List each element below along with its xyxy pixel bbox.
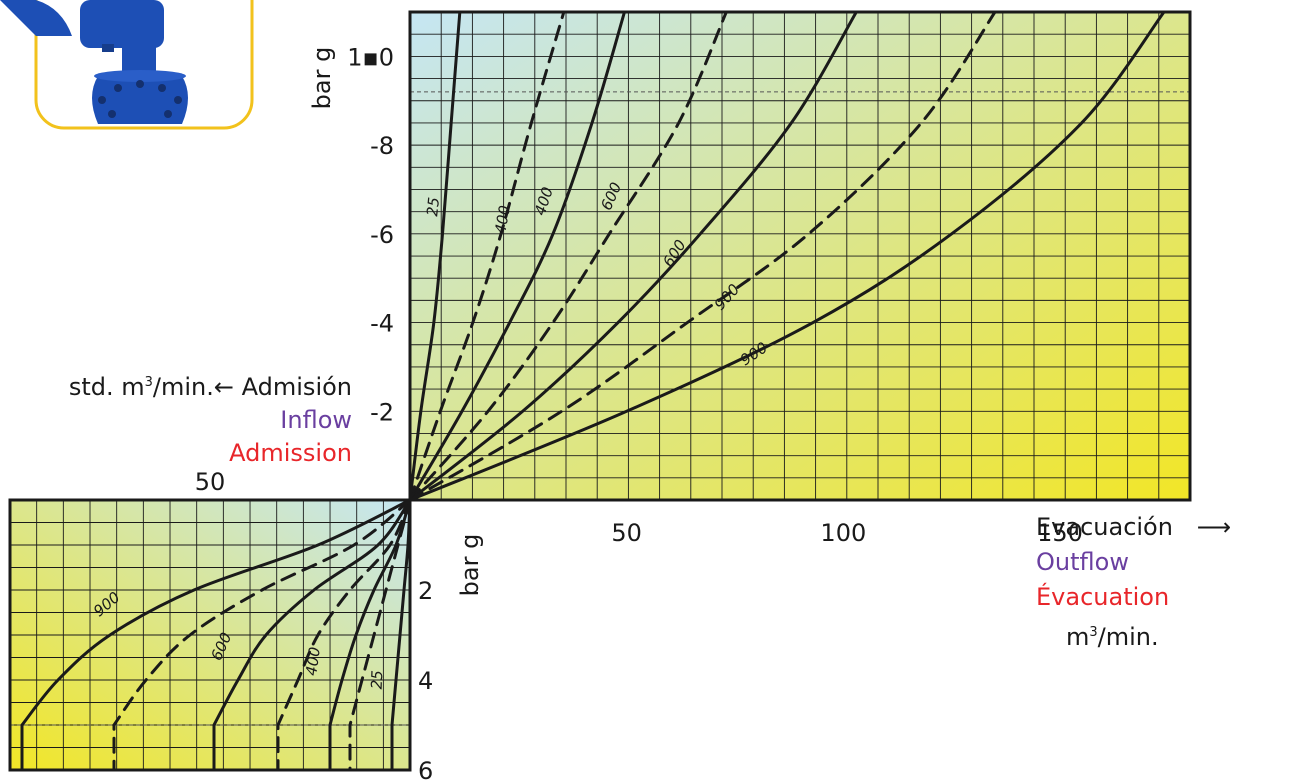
outflow-unit-suffix: /min. bbox=[1097, 623, 1159, 651]
outflow-label-es: Evacuación bbox=[1036, 513, 1173, 541]
curve-label: 400 bbox=[302, 646, 324, 677]
inflow-unit-suffix: /min. bbox=[152, 373, 214, 401]
evacuation-panel-frame bbox=[408, 10, 1192, 502]
y-tick-label: -8 bbox=[370, 132, 394, 160]
x-tick-label: 100 bbox=[820, 519, 866, 547]
outflow-unit-prefix: m bbox=[1066, 623, 1090, 651]
curve-400-dashed bbox=[348, 500, 410, 770]
y-tick-label: 2 bbox=[418, 577, 433, 605]
outflow-label-fr: Évacuation bbox=[1036, 583, 1170, 611]
inflow-unit-prefix: std. m bbox=[68, 373, 145, 401]
inflow-caption: std. m3/min.← Admisión Inflow Admission bbox=[0, 366, 352, 470]
outflow-label-line: Evacuación ⟶ bbox=[1036, 510, 1236, 545]
inflow-y-axis-title: bar g bbox=[456, 534, 484, 597]
blue-valve-icon bbox=[0, 0, 188, 124]
inflow-panel-frame bbox=[8, 498, 412, 772]
curve-600-solid bbox=[410, 12, 858, 500]
curve-label: 25 bbox=[423, 196, 443, 217]
y-tick-label: -2 bbox=[370, 398, 394, 426]
inflow-label-es: Admisión bbox=[241, 373, 352, 401]
y-tick-label: -6 bbox=[370, 221, 394, 249]
product-photo bbox=[0, 0, 254, 130]
inflow-curves bbox=[20, 500, 410, 770]
inflow-arrow-icon: ← bbox=[213, 373, 235, 401]
x-tick-label: 50 bbox=[195, 468, 226, 496]
tick-labels: 1▪0 -8 -6 -4 -2 50 100 150 2 4 6 50 bbox=[195, 43, 1083, 780]
outflow-label-en: Outflow bbox=[1036, 548, 1129, 576]
curve-900-solid bbox=[20, 500, 410, 770]
evacuation-y-axis-title: bar g bbox=[308, 47, 336, 110]
outflow-caption: Evacuación ⟶ Outflow Évacuation m3/min. bbox=[1036, 510, 1236, 655]
outflow-arrow-icon: ⟶ bbox=[1196, 513, 1231, 541]
outflow-unit-sup: 3 bbox=[1089, 625, 1098, 640]
inflow-unit-sup: 3 bbox=[144, 375, 153, 390]
inflow-label-en: Inflow bbox=[280, 406, 352, 434]
curve-label: 400 bbox=[491, 204, 514, 235]
inflow-label-fr: Admission bbox=[229, 439, 352, 467]
outflow-unit-line: m3/min. bbox=[1036, 615, 1236, 655]
curve-600-dashed bbox=[276, 500, 410, 770]
curve-400-solid bbox=[410, 12, 626, 500]
curve-900-dashed bbox=[112, 500, 410, 770]
curve-25-solid bbox=[410, 12, 462, 500]
y-tick-label: 4 bbox=[418, 667, 433, 695]
y-tick-label: 1▪0 bbox=[347, 43, 394, 71]
curve-400-dashed bbox=[410, 12, 566, 500]
evacuation-curves bbox=[410, 12, 1166, 500]
curve-600-solid bbox=[212, 500, 410, 770]
curve-900-dashed bbox=[410, 12, 997, 500]
y-tick-label: -4 bbox=[370, 310, 394, 338]
curve-25-solid bbox=[390, 500, 410, 770]
curve-400-solid bbox=[328, 500, 410, 770]
x-tick-label: 50 bbox=[611, 519, 642, 547]
inflow-unit-line: std. m3/min.← Admisión bbox=[0, 366, 352, 404]
curve-600-dashed bbox=[410, 12, 728, 500]
curve-900-solid bbox=[410, 12, 1166, 500]
curve-label: 25 bbox=[368, 670, 387, 690]
evacuation-grid bbox=[410, 12, 1190, 500]
y-tick-label: 6 bbox=[418, 757, 433, 780]
x-tick-label: 150 bbox=[1037, 519, 1083, 547]
